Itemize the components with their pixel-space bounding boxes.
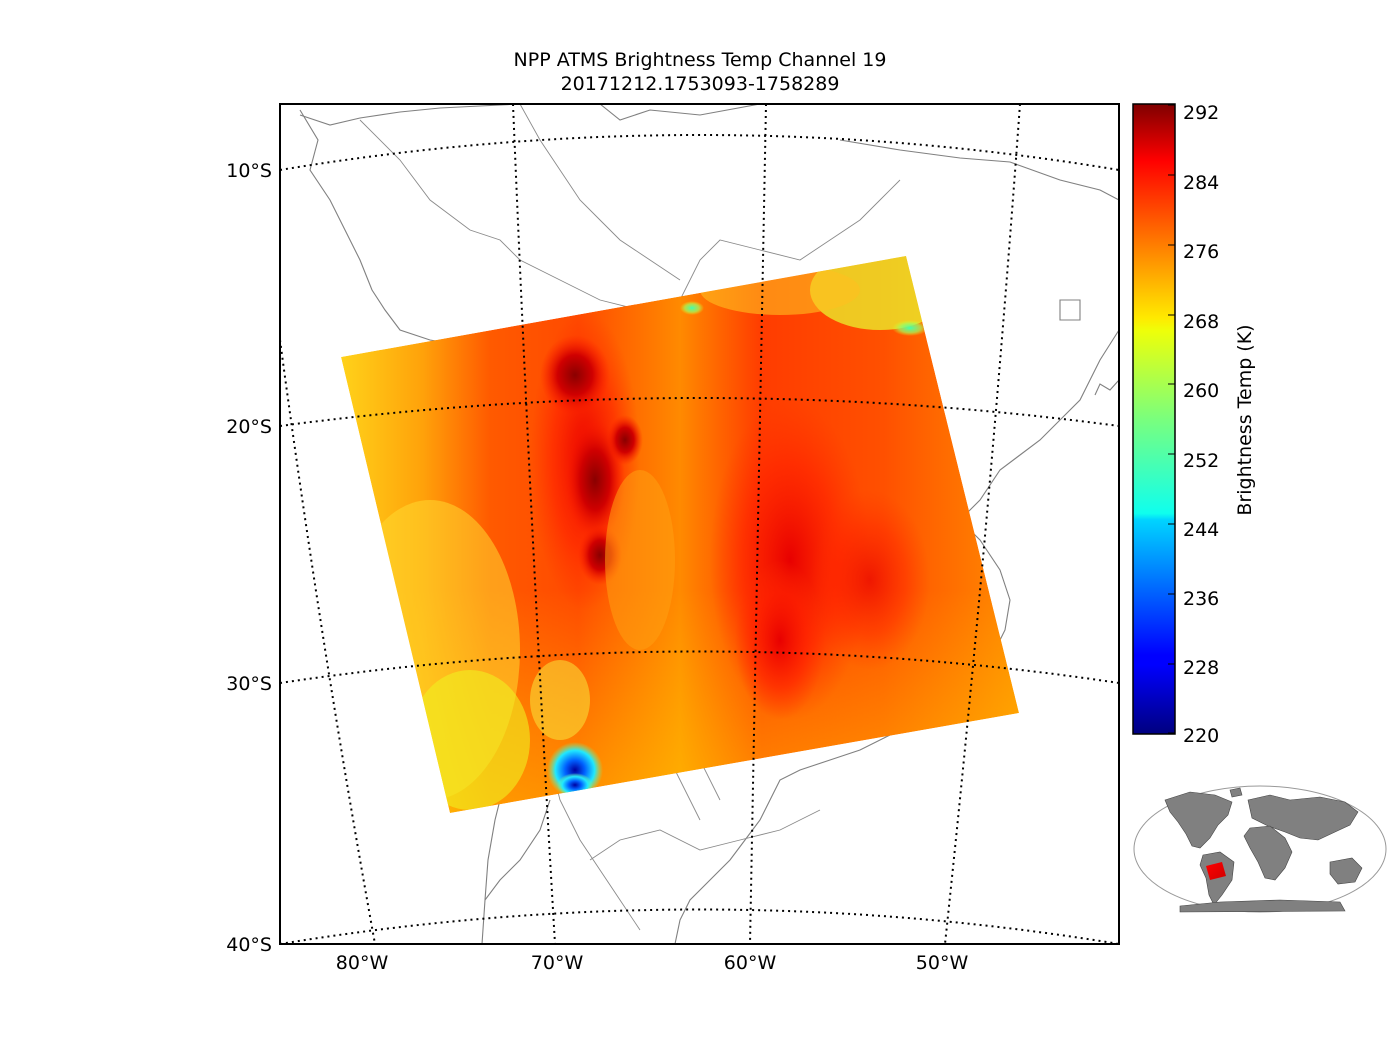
colorbar-tick-236: 236: [1183, 588, 1219, 610]
colorbar-tick-292: 292: [1183, 102, 1219, 124]
colorbar-tick-284: 284: [1183, 172, 1219, 194]
colorbar-tick-244: 244: [1183, 519, 1219, 541]
lon-label-50w: 50°W: [916, 952, 969, 974]
colorbar-ticks: [1168, 104, 1175, 734]
inset-landmasses: [1164, 787, 1363, 913]
lat-label-40s: 40°S: [226, 934, 272, 956]
inset-swath-marker: [1206, 862, 1226, 880]
colorbar-tick-252: 252: [1183, 450, 1219, 472]
lon-label-60w: 60°W: [724, 952, 777, 974]
lon-label-70w: 70°W: [531, 952, 584, 974]
graticule: [280, 104, 1119, 944]
lat-label-20s: 20°S: [226, 416, 272, 438]
world-inset: [1133, 785, 1387, 913]
lat-label-10s: 10°S: [226, 160, 272, 182]
colorbar-tick-260: 260: [1183, 380, 1219, 402]
colorbar-tick-228: 228: [1183, 657, 1219, 679]
colorbar-tick-220: 220: [1183, 725, 1219, 747]
colorbar-label: Brightness Temp (K): [1234, 324, 1256, 515]
chart-title: NPP ATMS Brightness Temp Channel 19 2017…: [280, 48, 1120, 96]
lat-label-30s: 30°S: [226, 673, 272, 695]
title-line-2: 20171212.1753093-1758289: [560, 73, 840, 95]
colorbar-tick-268: 268: [1183, 311, 1219, 333]
colorbar: [1132, 103, 1176, 735]
brightness-temp-swath: [341, 256, 1019, 813]
title-line-1: NPP ATMS Brightness Temp Channel 19: [513, 49, 887, 71]
colorbar-tick-276: 276: [1183, 241, 1219, 263]
map-content: [280, 104, 1119, 944]
map-frame: [279, 103, 1120, 945]
lon-label-80w: 80°W: [336, 952, 389, 974]
